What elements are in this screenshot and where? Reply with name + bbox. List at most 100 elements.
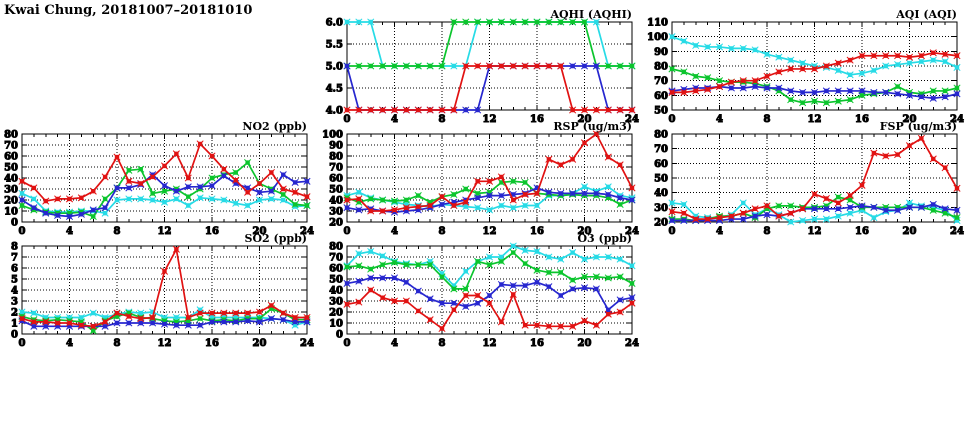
fsp-xtick: 8 <box>764 226 771 237</box>
so2-xtick: 24 <box>300 338 314 349</box>
aqi-xtick: 16 <box>855 114 869 125</box>
o3-xtick: 12 <box>483 338 497 349</box>
aqhi-xtick: 20 <box>578 114 592 125</box>
chart-fsp: 20 30 40 50 60 70 80 0 4 8 12 16 20 24 FSP (ug/m3) <box>642 119 969 240</box>
rsp-ytick: 50 <box>329 185 343 196</box>
o3-series-green <box>343 249 636 293</box>
aqhi-xtick: 8 <box>439 114 446 125</box>
o3-xtick: 8 <box>439 338 446 349</box>
no2-ytick: 0 <box>11 218 18 229</box>
so2-series-red <box>18 245 311 330</box>
aqhi-xtick: 16 <box>530 114 544 125</box>
o3-title: O3 (ppb) <box>577 232 632 245</box>
so2-ytick: 4 <box>11 286 18 297</box>
fsp-ytick: 50 <box>654 174 668 185</box>
o3-ytick: 70 <box>329 253 343 264</box>
rsp-ytick: 30 <box>329 207 343 218</box>
no2-ytick: 70 <box>4 141 18 152</box>
rsp-series-red <box>343 130 636 215</box>
chart-o3: 0 10 20 30 40 50 60 70 80 0 4 8 12 16 20 24 O3 (ppb) <box>317 231 644 352</box>
aqi-series-blue <box>668 82 961 102</box>
no2-xtick: 24 <box>300 226 314 237</box>
so2-ytick: 1 <box>11 319 18 330</box>
aqhi-xtick: 4 <box>391 114 398 125</box>
fsp-ytick: 70 <box>654 144 668 155</box>
rsp-xtick: 4 <box>391 226 398 237</box>
fsp-ytick: 40 <box>654 188 668 199</box>
so2-xtick: 12 <box>158 338 172 349</box>
no2-ytick: 30 <box>4 185 18 196</box>
rsp-xtick: 8 <box>439 226 446 237</box>
chart-aqhi: 4.0 4.5 5.0 5.5 6.0 0 4 8 12 16 20 24 AQHI (AQHI) <box>317 7 644 128</box>
so2-xtick: 8 <box>114 338 121 349</box>
fsp-xtick: 24 <box>950 226 964 237</box>
aqhi-ytick: 4.5 <box>326 84 343 95</box>
aqhi-xtick: 24 <box>625 114 639 125</box>
rsp-xtick: 20 <box>578 226 592 237</box>
rsp-ytick: 70 <box>329 163 343 174</box>
so2-xtick: 0 <box>19 338 26 349</box>
aqi-ytick: 90 <box>654 47 668 58</box>
no2-xtick: 20 <box>253 226 267 237</box>
no2-xtick: 4 <box>66 226 73 237</box>
rsp-ytick: 100 <box>322 130 343 141</box>
no2-ytick: 80 <box>4 130 18 141</box>
chart-aqi: 50 60 70 80 90 100 110 0 4 8 12 16 20 24 AQI (AQI) <box>642 7 969 128</box>
o3-series-blue <box>343 274 636 314</box>
rsp-xtick: 0 <box>344 226 351 237</box>
aqi-plot: 50 60 70 80 90 100 110 0 4 8 12 16 20 24 AQI (AQI) <box>647 8 965 126</box>
page-title: Kwai Chung, 20181007–20181010 <box>4 3 253 18</box>
aqi-xtick: 12 <box>808 114 822 125</box>
o3-ytick: 20 <box>329 308 343 319</box>
no2-ytick: 20 <box>4 196 18 207</box>
rsp-xtick: 16 <box>530 226 544 237</box>
chart-no2: 0 10 20 30 40 50 60 70 80 0 4 8 12 16 20 24 NO2 (ppb) <box>0 119 319 240</box>
aqhi-ytick: 4.0 <box>326 106 343 117</box>
aqi-ytick: 60 <box>654 91 668 102</box>
rsp-ytick: 60 <box>329 174 343 185</box>
fsp-series-red <box>668 134 961 223</box>
aqi-series-red <box>668 49 961 96</box>
so2-ytick: 5 <box>11 275 18 286</box>
aqi-ytick: 110 <box>647 18 668 29</box>
aqi-ytick: 50 <box>654 106 668 117</box>
aqhi-ytick: 6.0 <box>326 18 343 29</box>
aqi-title: AQI (AQI) <box>895 8 957 21</box>
fsp-xtick: 20 <box>903 226 917 237</box>
no2-series-red <box>18 140 311 205</box>
rsp-xtick: 24 <box>625 226 639 237</box>
so2-xtick: 16 <box>205 338 219 349</box>
o3-ytick: 10 <box>329 319 343 330</box>
so2-ytick: 7 <box>11 253 18 264</box>
o3-xtick: 4 <box>391 338 398 349</box>
aqhi-series-red <box>343 62 636 114</box>
no2-xtick: 12 <box>158 226 172 237</box>
no2-xtick: 16 <box>205 226 219 237</box>
rsp-ytick: 20 <box>329 218 343 229</box>
no2-ytick: 10 <box>4 207 18 218</box>
no2-title: NO2 (ppb) <box>242 120 307 133</box>
so2-ytick: 6 <box>11 264 18 275</box>
o3-xtick: 0 <box>344 338 351 349</box>
so2-xtick: 20 <box>253 338 267 349</box>
fsp-ytick: 20 <box>654 218 668 229</box>
o3-xtick: 20 <box>578 338 592 349</box>
fsp-xtick: 16 <box>855 226 869 237</box>
aqi-xtick: 0 <box>669 114 676 125</box>
o3-ytick: 80 <box>329 242 343 253</box>
aqi-xtick: 20 <box>903 114 917 125</box>
no2-series-green <box>18 159 311 221</box>
so2-ytick: 0 <box>11 330 18 341</box>
aqi-xtick: 24 <box>950 114 964 125</box>
fsp-xtick: 4 <box>716 226 723 237</box>
fsp-title: FSP (ug/m3) <box>880 120 957 133</box>
fsp-ytick: 60 <box>654 159 668 170</box>
aqhi-plot: 4.0 4.5 5.0 5.5 6.0 0 4 8 12 16 20 24 AQHI (AQHI) <box>325 8 639 126</box>
aqhi-ytick: 5.0 <box>326 62 343 73</box>
aqhi-title: AQHI (AQHI) <box>549 8 632 21</box>
o3-ytick: 60 <box>329 264 343 275</box>
